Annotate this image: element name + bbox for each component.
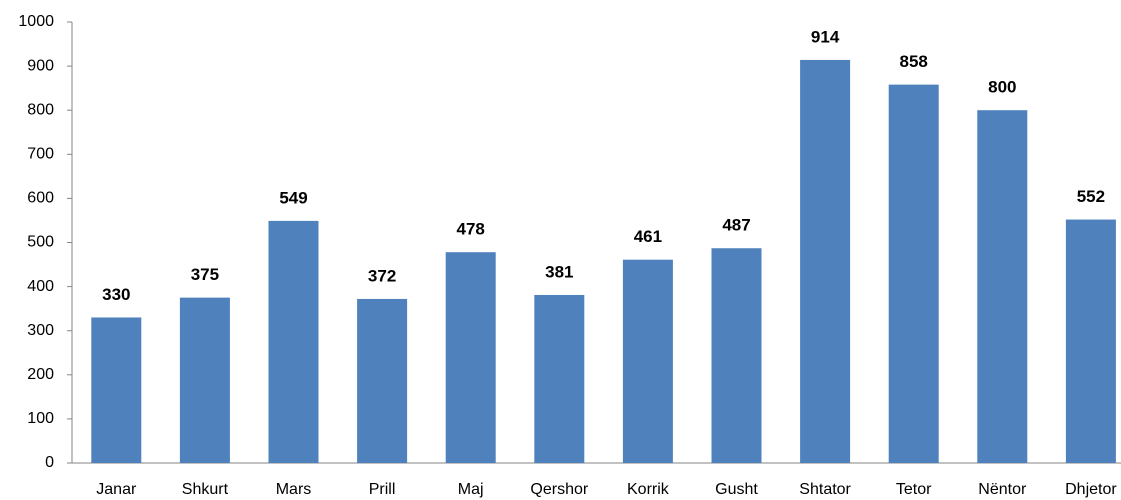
x-tick-label: Gusht bbox=[715, 481, 758, 498]
bar bbox=[357, 298, 408, 463]
y-tick-label: 1000 bbox=[18, 13, 54, 30]
bar bbox=[888, 84, 939, 463]
x-tick-label: Janar bbox=[96, 481, 137, 498]
value-label: 381 bbox=[545, 262, 573, 281]
y-tick-label: 600 bbox=[27, 190, 54, 207]
x-tick-label: Mars bbox=[276, 481, 312, 498]
value-label: 461 bbox=[634, 227, 662, 246]
x-tick-label: Shtator bbox=[799, 481, 851, 498]
bar bbox=[977, 110, 1028, 463]
bar bbox=[179, 297, 230, 463]
value-label: 372 bbox=[368, 266, 396, 285]
value-label: 800 bbox=[988, 78, 1016, 97]
y-tick-label: 700 bbox=[27, 146, 54, 163]
bar bbox=[445, 252, 496, 463]
x-tick-label: Korrik bbox=[627, 481, 670, 498]
x-tick-label: Dhjetor bbox=[1065, 481, 1117, 498]
y-tick-label: 800 bbox=[27, 101, 54, 118]
value-label: 549 bbox=[279, 188, 307, 207]
y-tick-label: 900 bbox=[27, 57, 54, 74]
value-label: 330 bbox=[102, 285, 130, 304]
y-tick-label: 200 bbox=[27, 366, 54, 383]
x-tick-label: Prill bbox=[369, 481, 396, 498]
bar bbox=[534, 294, 585, 463]
value-label: 478 bbox=[457, 220, 485, 239]
x-tick-label: Maj bbox=[458, 481, 484, 498]
x-tick-label: Nëntor bbox=[978, 481, 1027, 498]
value-label: 858 bbox=[900, 52, 928, 71]
bar bbox=[622, 259, 673, 463]
y-tick-label: 300 bbox=[27, 322, 54, 339]
bar bbox=[268, 220, 319, 463]
x-tick-label: Shkurt bbox=[182, 481, 229, 498]
bar bbox=[1065, 219, 1116, 463]
value-label: 487 bbox=[722, 216, 750, 235]
x-tick-label: Qershor bbox=[530, 481, 588, 498]
y-tick-label: 100 bbox=[27, 410, 54, 427]
y-tick-label: 400 bbox=[27, 278, 54, 295]
y-tick-label: 500 bbox=[27, 234, 54, 251]
value-label: 552 bbox=[1077, 187, 1105, 206]
bar bbox=[91, 317, 142, 463]
bar bbox=[800, 59, 851, 464]
value-label: 914 bbox=[811, 27, 840, 46]
x-tick-label: Tetor bbox=[896, 481, 932, 498]
bar bbox=[711, 248, 762, 463]
value-label: 375 bbox=[191, 265, 219, 284]
y-tick-label: 0 bbox=[45, 454, 54, 471]
